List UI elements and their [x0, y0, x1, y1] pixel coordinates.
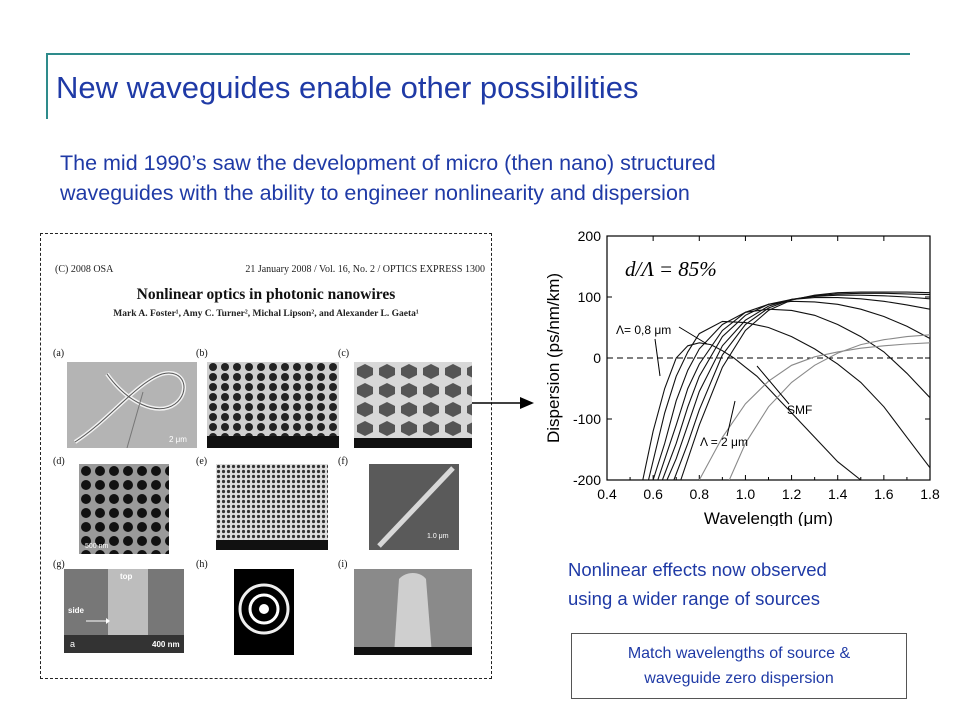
x-tick-label: 1.2 — [782, 486, 802, 502]
x-tick-label: 1.6 — [874, 486, 894, 502]
label-top: top — [120, 572, 133, 581]
panel-label-d: (d) — [53, 456, 65, 467]
label-lambda-last: Λ = 2 μm — [700, 435, 748, 449]
y-tick-label: 100 — [578, 289, 602, 305]
sem-honeycomb-image — [354, 362, 472, 448]
pointer-arrow — [472, 397, 534, 409]
series-line-5 — [661, 297, 930, 480]
sem-waveguide-strip-image: 1.0 μm — [369, 464, 459, 550]
annotation-ratio: d/Λ = 85% — [625, 257, 717, 281]
series-line-10 — [728, 334, 930, 480]
label-a: a — [70, 639, 75, 649]
scale-label-f: 1.0 μm — [427, 533, 449, 540]
dispersion-chart: 0.4 0.6 0.8 1.0 1.2 1.4 1.6 1.8 200 100 0 -100 -200 d… — [544, 228, 940, 526]
slide-title: New waveguides enable other possibilitie… — [56, 70, 639, 105]
pointer-smf — [756, 365, 790, 405]
intro-text: The mid 1990’s saw the development of mi… — [60, 148, 920, 208]
callout-line-2: waveguide zero dispersion — [644, 670, 834, 687]
y-tick-label: -200 — [573, 472, 601, 488]
sem-cross-section-image: top side 400 nm a — [64, 569, 184, 653]
paper-header-right: 21 January 2008 / Vol. 16, No. 2 / OPTIC… — [245, 264, 485, 275]
panel-label-b: (b) — [196, 348, 208, 359]
pointer-lambda-last — [726, 400, 736, 437]
label-lambda-first: Λ= 0,8 μm — [616, 323, 671, 337]
scale-label-a: 2 μm — [169, 435, 187, 444]
callout-box: Match wavelengths of source & waveguide … — [571, 633, 907, 699]
mode-profile-rings-image — [234, 569, 294, 655]
intro-line-2: waveguides with the ability to engineer … — [60, 181, 690, 205]
label-side: side — [68, 606, 85, 615]
panel-label-f: (f) — [338, 456, 348, 467]
paper-title: Nonlinear optics in photonic nanowires — [136, 286, 396, 303]
panel-label-e: (e) — [196, 456, 208, 467]
title-rule — [46, 53, 910, 55]
x-tick-label: 0.6 — [643, 486, 663, 502]
panel-label-c: (c) — [338, 348, 350, 359]
panel-label-i: (i) — [338, 559, 348, 570]
sem-ridge-waveguide-image — [354, 569, 472, 655]
sem-perforated-membrane-image: 500 nm — [79, 464, 169, 554]
label-smf: SMF — [787, 403, 812, 417]
panel-label-a: (a) — [53, 348, 65, 359]
label-400nm: 400 nm — [152, 640, 180, 649]
series-line-1 — [642, 342, 930, 480]
pointer-lambda-first — [654, 338, 661, 377]
sem-microstructure-image — [216, 464, 328, 550]
y-axis-label: Dispersion (ps/nm/km) — [544, 273, 563, 443]
series-line-2 — [647, 320, 930, 480]
series-line-smf — [698, 342, 930, 480]
y-tick-label: 200 — [578, 228, 602, 244]
x-tick-label: 0.4 — [597, 486, 617, 502]
paper-header-left: (C) 2008 OSA — [55, 264, 114, 275]
title-accent-bar — [46, 53, 48, 119]
callout-line-1: Match wavelengths of source & — [627, 645, 851, 662]
y-tick-label: 0 — [593, 350, 601, 366]
x-axis-label: Wavelength (μm) — [704, 509, 833, 526]
x-tick-label: 1.0 — [736, 486, 756, 502]
y-tick-label: -100 — [573, 411, 601, 427]
note-line-1: Nonlinear effects now observed — [568, 559, 827, 580]
x-tick-label: 0.8 — [690, 486, 710, 502]
sem-fiber-loop-image: 2 μm — [67, 362, 197, 448]
paper-authors: Mark A. Foster¹, Amy C. Turner², Michal … — [113, 309, 419, 319]
sem-hole-array-image — [207, 362, 339, 448]
series-line-6 — [666, 294, 930, 480]
note-line-2: using a wider range of sources — [568, 588, 820, 609]
panel-label-h: (h) — [196, 559, 208, 570]
paper-excerpt: (C) 2008 OSA 21 January 2008 / Vol. 16, … — [40, 233, 492, 679]
pointer-lambda-first-2 — [678, 326, 708, 345]
series-line-8 — [680, 291, 930, 480]
note-text: Nonlinear effects now observed using a w… — [568, 555, 827, 613]
scale-label-d: 500 nm — [85, 543, 109, 550]
series-line-7 — [673, 292, 930, 480]
series-group — [642, 291, 930, 480]
x-tick-label: 1.8 — [920, 486, 940, 502]
x-tick-label: 1.4 — [828, 486, 848, 502]
panel-label-g: (g) — [53, 559, 65, 570]
intro-line-1: The mid 1990’s saw the development of mi… — [60, 151, 716, 175]
